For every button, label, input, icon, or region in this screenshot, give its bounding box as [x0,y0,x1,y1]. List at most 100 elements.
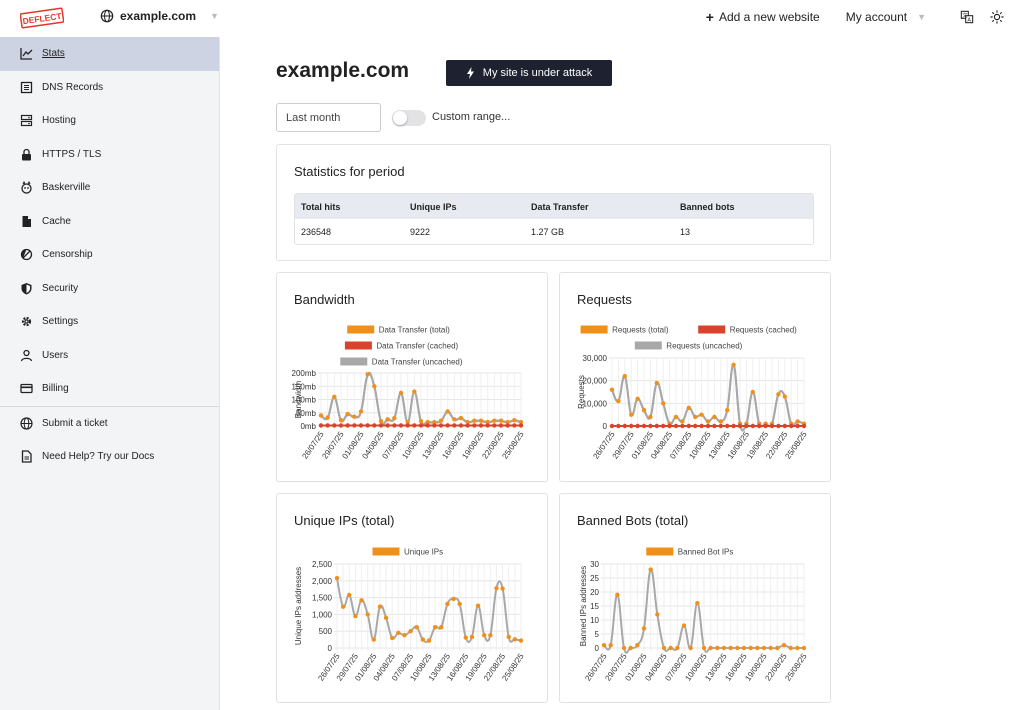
sidebar-item-submit-a-ticket[interactable]: Submit a ticket [0,407,219,441]
data-point [735,645,740,651]
legend-swatch [339,356,369,367]
under-attack-button[interactable]: My site is under attack [446,60,612,86]
sidebar-item-baskerville[interactable]: Baskerville [0,171,219,205]
data-point [385,417,390,422]
custom-range-label: Custom range... [432,111,511,123]
data-point [463,635,468,640]
data-point [377,604,383,609]
data-point [485,419,490,425]
data-point [788,645,793,651]
data-point [769,423,775,429]
data-point [365,612,370,617]
legend-swatch [371,546,401,557]
user-icon [20,349,33,362]
sidebar-item-label: Hosting [42,115,76,127]
data-point [708,645,713,651]
y-tick-label: 15 [590,602,599,611]
data-point [661,401,666,406]
data-point [686,423,691,429]
y-tick-label: 1,000 [312,610,333,619]
custom-range-toggle[interactable] [392,110,426,126]
sidebar-item-label: Settings [42,316,79,328]
data-point [699,412,704,417]
data-point [701,645,707,651]
data-point [465,423,470,428]
y-tick-label: 25 [590,574,599,583]
sidebar-item-label: Cache [42,215,71,227]
data-point [668,645,673,651]
value-unique-ips: 9222 [410,227,431,237]
data-point [518,423,524,428]
data-point [365,372,370,377]
data-point [372,384,377,389]
data-point [347,592,352,598]
y-tick-label: 20,000 [583,377,608,386]
chevron-down-icon: ▼ [210,11,219,21]
globe-icon [20,417,33,430]
data-point [359,598,364,603]
data-point [781,643,787,648]
data-point [750,389,755,395]
data-point [648,423,653,429]
data-point [748,645,753,651]
period-select[interactable] [276,103,381,132]
data-point [705,419,711,424]
data-point [629,423,634,429]
add-website-link[interactable]: + Add a new website [706,9,820,25]
sidebar-item-label: Users [42,349,69,361]
sidebar-item-cache[interactable]: Cache [0,205,219,239]
data-point [318,413,324,418]
data-point [654,380,659,386]
data-point [414,624,419,630]
bandwidth-chart: Data Transfer (total) Data Transfer (cach… [292,324,526,461]
data-point [705,423,711,429]
translate-icon[interactable]: 文A [960,10,974,24]
data-point [681,623,687,628]
data-point [506,634,511,640]
sidebar-item-https-tls[interactable]: HTTPS / TLS [0,138,219,172]
sidebar-item-billing[interactable]: Billing [0,372,219,406]
data-point [648,567,653,572]
data-point [695,601,700,606]
data-point [402,633,407,638]
sidebar-item-settings[interactable]: Settings [0,305,219,339]
sidebar-item-users[interactable]: Users [0,339,219,373]
site-selector[interactable]: example.com ▼ [100,9,219,23]
data-point [458,423,464,428]
y-tick-label: 30 [590,560,599,569]
data-point [500,586,505,591]
chart-title: Unique IPs (total) [294,513,395,528]
data-point [718,423,723,429]
data-point [621,645,627,651]
data-point [352,414,357,419]
sidebar-item-hosting[interactable]: Hosting [0,104,219,138]
sidebar-item-dns-records[interactable]: DNS Records [0,71,219,105]
sidebar-item-censorship[interactable]: Censorship [0,238,219,272]
sidebar-item-need-help-try-our-docs[interactable]: Need Help? Try our Docs [0,440,219,474]
legend-swatch [697,324,727,335]
data-point [741,645,747,651]
data-point [452,423,457,428]
sidebar-item-security[interactable]: Security [0,272,219,306]
data-point [789,423,794,429]
server-icon [20,115,33,127]
data-point [712,414,717,420]
y-tick-label: 200mb [292,369,317,378]
y-axis-label: Bandwidth [294,381,303,418]
account-menu[interactable]: My account ▼ [846,10,926,24]
data-point [352,423,357,428]
data-point [776,423,781,429]
sidebar-item-label: HTTPS / TLS [42,148,102,160]
y-axis-label: Requests [577,375,586,409]
data-point [715,645,720,651]
data-point [648,414,653,420]
data-point [512,417,517,423]
sun-icon[interactable] [990,10,1004,24]
deflect-logo[interactable]: DEFLECT [20,7,64,29]
data-point [432,423,437,428]
sidebar-item-stats[interactable]: Stats [0,37,219,71]
data-point [782,394,787,399]
data-point [478,423,484,428]
svg-text:文: 文 [962,11,968,19]
legend-label: Requests (cached) [730,326,797,335]
